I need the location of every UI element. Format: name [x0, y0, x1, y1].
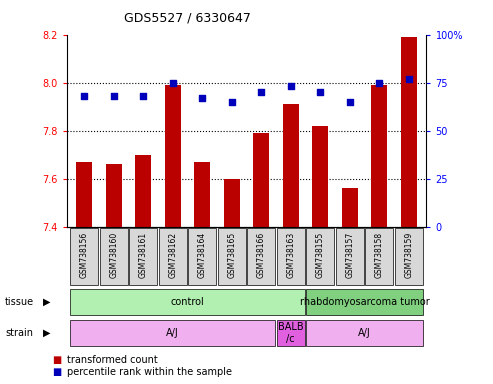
Bar [218, 228, 246, 285]
Point [257, 89, 265, 95]
Bar [312, 126, 328, 227]
Text: strain: strain [5, 328, 33, 338]
Bar [247, 228, 275, 285]
Bar [188, 228, 216, 285]
Text: GSM738160: GSM738160 [109, 232, 118, 278]
Point [375, 79, 383, 86]
Text: GSM738162: GSM738162 [168, 232, 177, 278]
Bar [70, 228, 98, 285]
Text: GSM738165: GSM738165 [227, 232, 236, 278]
Point [169, 79, 176, 86]
Point [317, 89, 324, 95]
Point [287, 83, 295, 89]
Bar [106, 164, 122, 227]
Bar [342, 188, 358, 227]
Point [405, 76, 413, 82]
Bar [70, 290, 305, 315]
Point [198, 95, 206, 101]
Point [346, 99, 353, 105]
Text: GSM738163: GSM738163 [286, 232, 295, 278]
Bar [306, 228, 334, 285]
Point [110, 93, 118, 99]
Text: GSM738156: GSM738156 [80, 232, 89, 278]
Text: GSM738164: GSM738164 [198, 232, 207, 278]
Bar [135, 155, 151, 227]
Bar [365, 228, 393, 285]
Bar [336, 228, 364, 285]
Text: A/J: A/J [166, 328, 179, 338]
Text: GSM738159: GSM738159 [404, 232, 413, 278]
Bar [70, 320, 275, 346]
Text: A/J: A/J [358, 328, 371, 338]
Bar [165, 85, 181, 227]
Point [228, 99, 236, 105]
Point [140, 93, 147, 99]
Bar [282, 104, 299, 227]
Text: ■: ■ [52, 367, 61, 377]
Text: GSM738166: GSM738166 [257, 232, 266, 278]
Text: ■: ■ [52, 355, 61, 365]
Text: control: control [171, 297, 205, 308]
Text: ▶: ▶ [43, 328, 51, 338]
Text: tissue: tissue [5, 297, 34, 307]
Text: GSM738158: GSM738158 [375, 232, 384, 278]
Bar [100, 228, 128, 285]
Bar [129, 228, 157, 285]
Text: GSM738161: GSM738161 [139, 232, 148, 278]
Bar [306, 290, 423, 315]
Text: GDS5527 / 6330647: GDS5527 / 6330647 [124, 12, 251, 25]
Bar [306, 320, 423, 346]
Bar [371, 85, 387, 227]
Text: ▶: ▶ [43, 297, 51, 307]
Bar [194, 162, 211, 227]
Bar [277, 320, 305, 346]
Text: BALB
/c: BALB /c [278, 322, 304, 344]
Text: GSM738157: GSM738157 [345, 232, 354, 278]
Bar [159, 228, 187, 285]
Bar [395, 228, 423, 285]
Bar [76, 162, 92, 227]
Text: GSM738155: GSM738155 [316, 232, 325, 278]
Bar [277, 228, 305, 285]
Bar [253, 133, 269, 227]
Point [80, 93, 88, 99]
Text: transformed count: transformed count [67, 355, 157, 365]
Text: percentile rank within the sample: percentile rank within the sample [67, 367, 232, 377]
Bar [401, 37, 417, 227]
Text: rhabdomyosarcoma tumor: rhabdomyosarcoma tumor [300, 297, 429, 308]
Bar [224, 179, 240, 227]
